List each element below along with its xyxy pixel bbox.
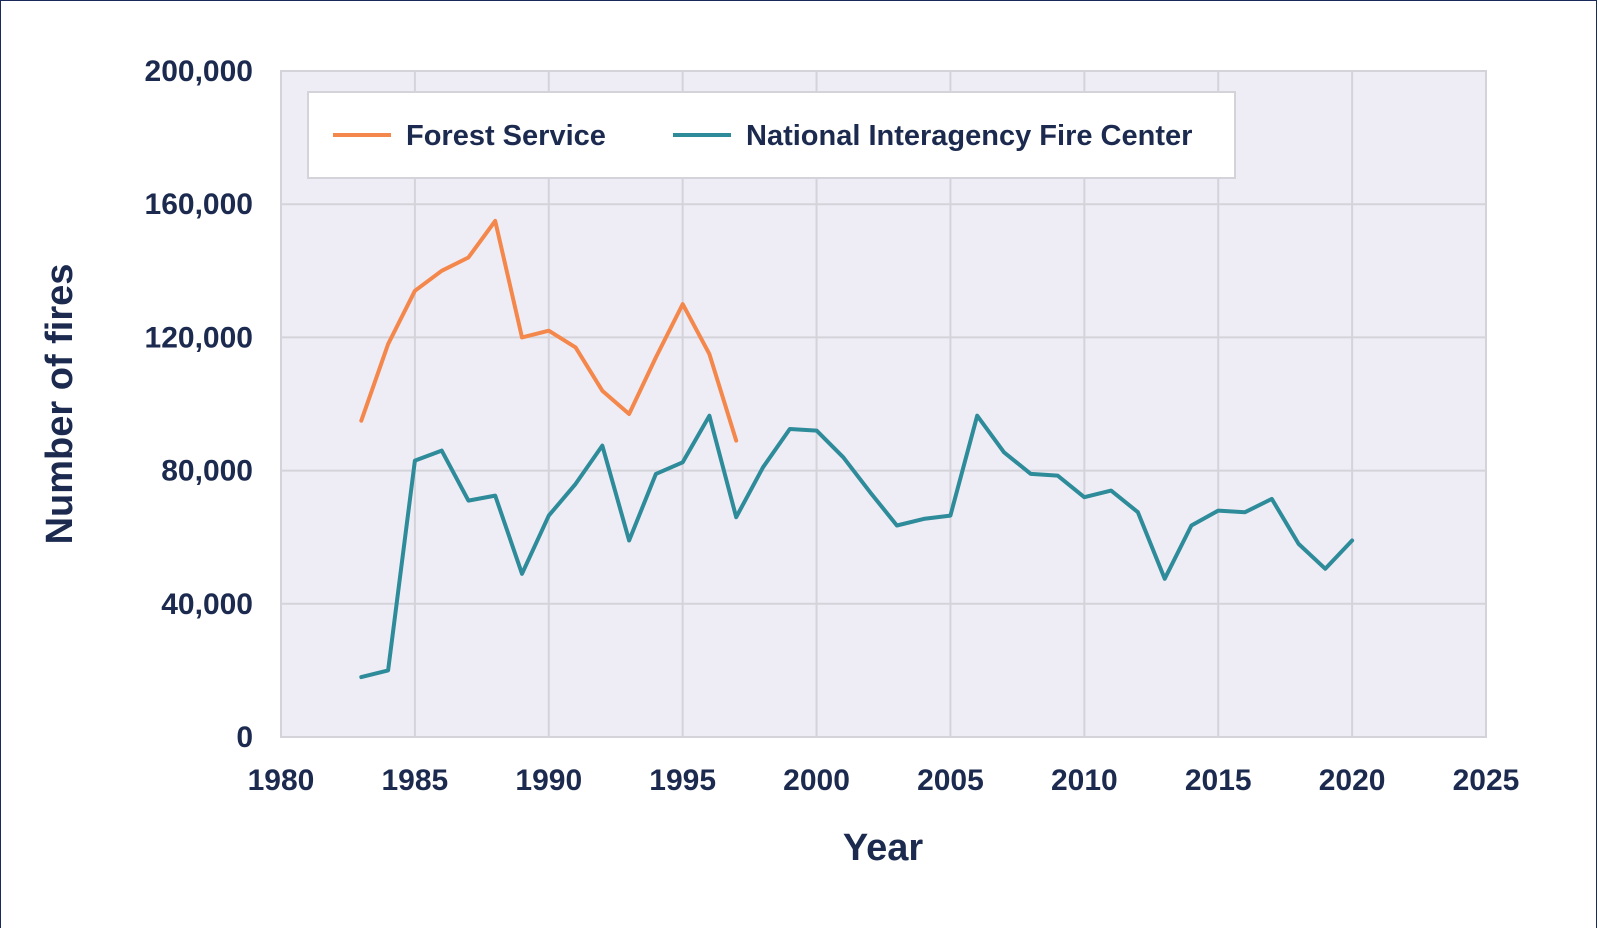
x-tick-label: 2020	[1319, 764, 1386, 797]
series-line-1	[359, 413, 1355, 680]
x-axis-ticks: 1980 1985 1990 1995 2000 2005 2010 2015 2020 2025	[248, 764, 1520, 797]
legend-label-forest-service: Forest Service	[406, 120, 606, 152]
plot-border	[280, 70, 1487, 738]
x-tick-label: 2000	[783, 764, 850, 797]
y-tick-label: 80,000	[161, 455, 253, 488]
y-tick-label: 200,000	[145, 55, 253, 88]
x-tick-label: 1985	[382, 764, 449, 797]
x-tick-label: 1980	[248, 764, 315, 797]
x-tick-label: 2025	[1453, 764, 1520, 797]
x-tick-label: 2015	[1185, 764, 1252, 797]
x-tick-label: 1995	[649, 764, 716, 797]
x-tick-label: 1990	[515, 764, 582, 797]
plot-background	[281, 71, 1486, 737]
x-axis-title: Year	[843, 827, 924, 869]
y-axis-title: Number of fires	[39, 264, 81, 545]
y-axis-ticks: 0 40,000 80,000 120,000 160,000 200,000	[145, 55, 253, 754]
y-tick-label: 0	[236, 721, 253, 754]
legend-label-nifc: National Interagency Fire Center	[746, 120, 1192, 152]
y-tick-label: 40,000	[161, 588, 253, 621]
legend-box	[307, 91, 1236, 179]
x-tick-label: 2010	[1051, 764, 1118, 797]
y-tick-label: 120,000	[145, 321, 253, 354]
legend: Forest Service National Interagency Fire…	[307, 91, 1236, 179]
series-lines	[359, 218, 1355, 680]
y-tick-label: 160,000	[145, 188, 253, 221]
series-line-0	[359, 218, 739, 443]
x-tick-label: 2005	[917, 764, 984, 797]
